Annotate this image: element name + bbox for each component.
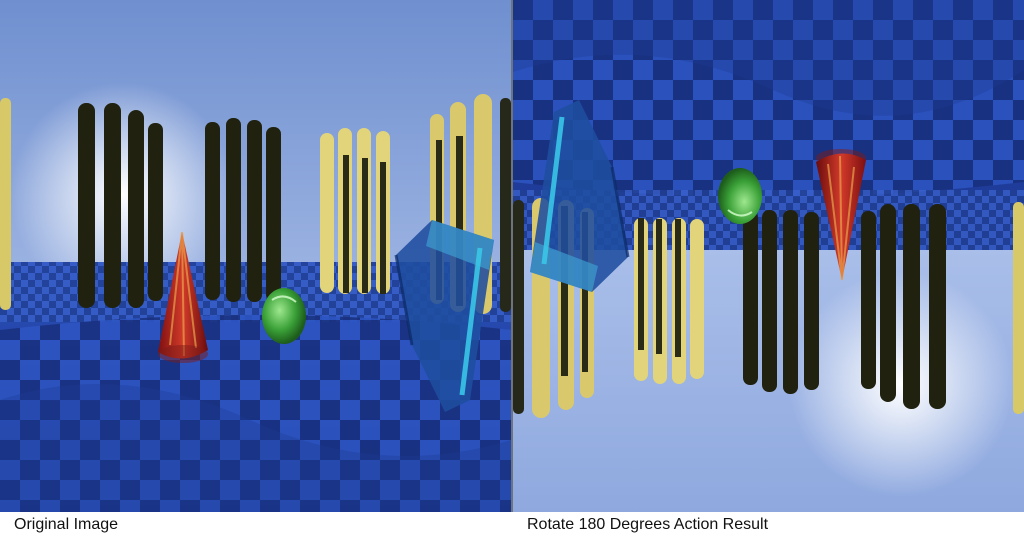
- dark-pillars: [743, 204, 946, 409]
- pillar-yellow: [0, 98, 11, 310]
- rotated-image-panel: [513, 0, 1024, 512]
- red-cone: [816, 149, 866, 281]
- original-image-panel: [0, 0, 511, 512]
- original-scene: [0, 0, 511, 512]
- dark-pillars: [78, 103, 281, 308]
- pillar-yellow: [1013, 202, 1024, 414]
- glass-prism: [530, 100, 630, 292]
- green-egg: [718, 168, 762, 224]
- red-cone: [158, 231, 208, 363]
- rotated-image-caption: Rotate 180 Degrees Action Result: [527, 516, 769, 533]
- green-egg: [262, 288, 306, 344]
- original-image-caption: Original Image: [14, 516, 119, 533]
- panel-divider: [511, 0, 513, 512]
- rotated-scene: [513, 0, 1024, 512]
- glass-prism: [394, 220, 494, 412]
